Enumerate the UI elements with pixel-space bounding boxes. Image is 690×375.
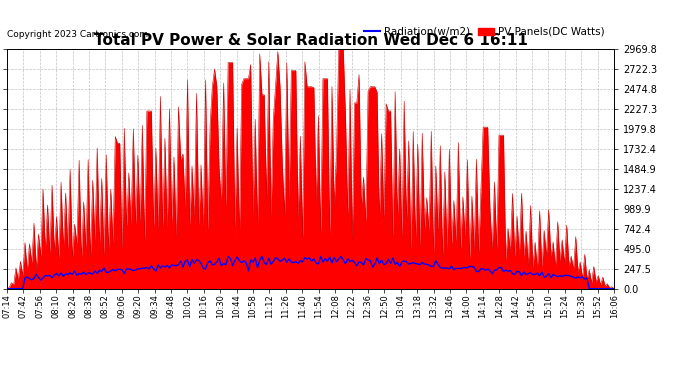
Title: Total PV Power & Solar Radiation Wed Dec 6 16:11: Total PV Power & Solar Radiation Wed Dec… [94,33,527,48]
Text: Copyright 2023 Cartronics.com: Copyright 2023 Cartronics.com [7,30,148,39]
Legend: Radiation(w/m2), PV Panels(DC Watts): Radiation(w/m2), PV Panels(DC Watts) [360,23,609,41]
